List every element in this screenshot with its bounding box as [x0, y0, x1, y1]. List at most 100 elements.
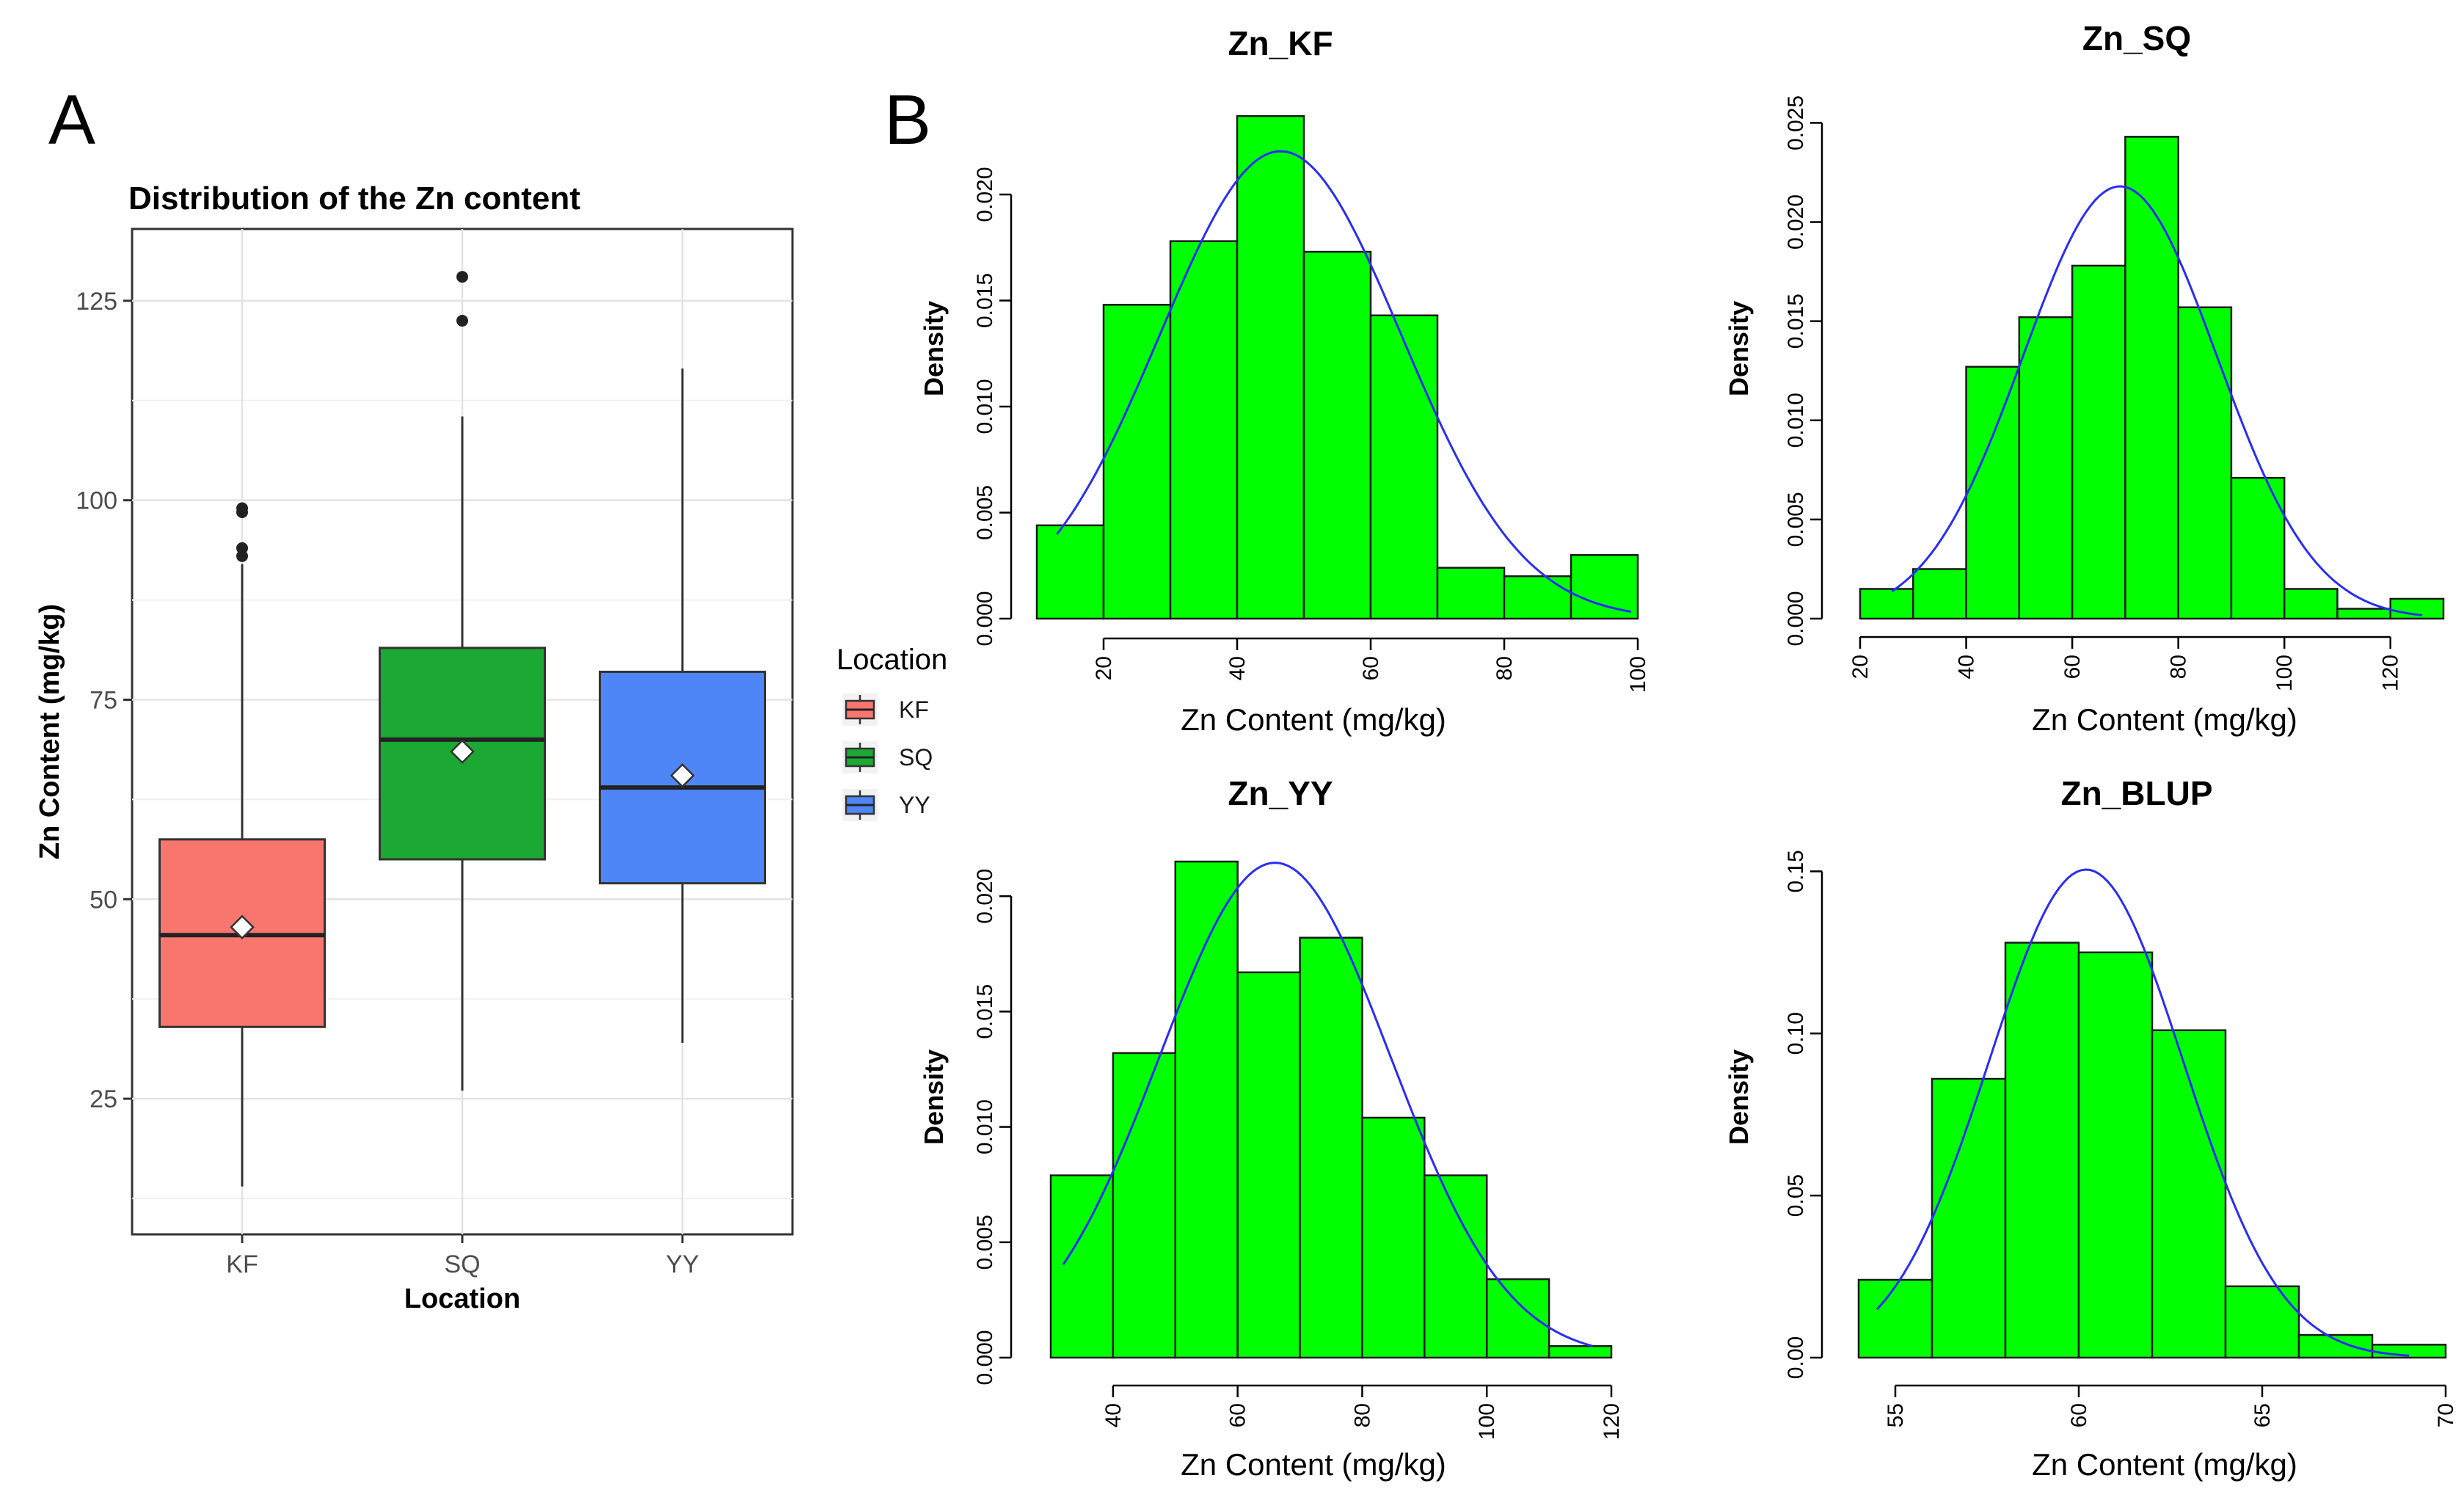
hist-y-axis-label-sq: Density [1724, 301, 1754, 396]
y-tick-label: 0.015 [973, 273, 997, 328]
histogram-zn-kf: Zn_KF Zn Content (mg/kg) Density 0.000 0.… [919, 24, 1650, 737]
x-tick-label: 60 [2060, 655, 2085, 679]
hist-x-axis-label-yy: Zn Content (mg/kg) [1181, 1447, 1446, 1482]
y-tick-label: 0.010 [973, 379, 997, 434]
x-tick-label: 60 [2067, 1403, 2091, 1427]
histogram-bar [2004, 942, 2080, 1359]
y-tick-label: 0.005 [1784, 492, 1808, 547]
y-tick-label: 0.015 [1784, 294, 1808, 349]
legend-label-kf: KF [899, 696, 929, 723]
histogram-bar [1859, 588, 1914, 620]
histogram-bar [2077, 951, 2154, 1359]
histogram-zn-sq: Zn_SQ Zn Content (mg/kg) Density 0.000 0.… [1724, 19, 2445, 737]
y-tick-label: 0.010 [973, 1099, 997, 1154]
histogram-bar [1570, 554, 1639, 620]
histogram-bar [1436, 567, 1506, 620]
x-tick-label: 20 [1092, 656, 1116, 680]
x-tick-label: 100 [1475, 1403, 1499, 1440]
mean-marker [670, 763, 695, 788]
y-tick-label: 0.015 [973, 984, 997, 1039]
normal-density-curve [1056, 150, 1632, 613]
histogram-bar [1236, 971, 1301, 1359]
x-tick-label: 100 [1626, 656, 1650, 693]
histogram-bar [1965, 365, 2021, 620]
boxplot-y-axis-label: Zn Content (mg/kg) [34, 604, 65, 859]
y-tick-label: 0.15 [1784, 850, 1808, 892]
x-tick-label: 100 [2272, 655, 2297, 691]
y-tick-label: 0.020 [1784, 194, 1808, 250]
legend-items: KF SQ YY [842, 693, 933, 821]
y-tick-label: 25 [90, 1085, 117, 1113]
histogram-bar [1548, 1345, 1613, 1359]
y-tick-label: 0.000 [1784, 591, 1808, 646]
legend-title: Location [836, 644, 947, 676]
x-tick-label: SQ [444, 1250, 480, 1278]
normal-density-curve [1876, 868, 2410, 1357]
histogram-bar [2071, 264, 2126, 620]
histogram-bar [1174, 860, 1239, 1359]
boxplot-boxes [158, 271, 766, 1187]
outlier-point [456, 315, 468, 327]
hist-y-axis-label-blup: Density [1724, 1049, 1754, 1145]
x-tick-label: 40 [1955, 655, 1979, 679]
histogram-bar [2177, 306, 2233, 620]
histogram-bar [2151, 1029, 2227, 1359]
panel-label-a: A [48, 81, 95, 159]
x-tick-label: YY [666, 1250, 699, 1278]
outlier-point [236, 542, 248, 554]
hist-title-yy: Zn_YY [1228, 774, 1333, 812]
y-tick-label: 0.000 [973, 591, 997, 646]
legend-label-sq: SQ [899, 744, 933, 771]
y-tick-label: 50 [90, 886, 117, 914]
x-tick-label: 120 [2379, 655, 2403, 691]
hist-title-sq: Zn_SQ [2082, 19, 2191, 57]
y-tick-label: 0.025 [1784, 95, 1808, 150]
hist-x-axis-label-blup: Zn Content (mg/kg) [2032, 1447, 2297, 1482]
x-tick-label: 80 [1492, 656, 1517, 680]
y-tick-label: 125 [76, 288, 117, 316]
y-tick-label: 0.05 [1784, 1174, 1808, 1217]
x-tick-label: 120 [1600, 1403, 1624, 1440]
histogram-bar [1236, 114, 1305, 620]
y-tick-label: 0.010 [1784, 393, 1808, 448]
histogram-bar [1485, 1278, 1550, 1359]
outlier-point [456, 271, 468, 283]
y-tick-label: 75 [90, 687, 117, 715]
x-tick-label: 70 [2434, 1403, 2458, 1427]
y-tick-label: 0.005 [973, 1215, 997, 1270]
histogram-bar [2124, 136, 2179, 620]
histogram-bar [2336, 608, 2391, 620]
mean-marker [450, 739, 475, 764]
histogram-zn-blup: Zn_BLUP Zn Content (mg/kg) Density 0.00 0… [1724, 774, 2458, 1482]
boxplot-x-axis-label: Location [404, 1284, 520, 1314]
histogram-bar [1302, 250, 1372, 620]
hist-title-blup: Zn_BLUP [2061, 774, 2213, 812]
histogram-zn-yy: Zn_YY Zn Content (mg/kg) Density 0.000 0.… [919, 774, 1624, 1482]
panel-label-b: B [884, 81, 931, 159]
boxplot-x-ticks: KF SQ YY [226, 1234, 699, 1278]
histogram-bar [1049, 1174, 1115, 1359]
y-tick-label: 0.020 [973, 869, 997, 924]
legend: Location KF SQ YY [836, 644, 947, 821]
x-tick-label: 55 [1884, 1403, 1908, 1427]
boxplot-y-ticks: 25 50 75 100 125 [76, 288, 132, 1113]
histogram-bar [1369, 314, 1439, 620]
hist-x-axis-label-kf: Zn Content (mg/kg) [1181, 702, 1446, 737]
boxplot-title: Distribution of the Zn content [128, 181, 580, 216]
x-tick-label: KF [226, 1250, 258, 1278]
histogram-bar [2018, 316, 2074, 620]
histogram-bar [2283, 588, 2339, 620]
y-tick-label: 0.000 [973, 1330, 997, 1385]
histogram-bar [1361, 1116, 1426, 1359]
x-tick-label: 60 [1359, 656, 1383, 680]
histogram-bar [2371, 1344, 2447, 1359]
y-tick-label: 0.00 [1784, 1336, 1808, 1379]
y-tick-label: 100 [76, 487, 117, 515]
x-tick-label: 40 [1225, 656, 1250, 680]
hist-y-axis-label-kf: Density [919, 301, 949, 396]
histogram-bar [1503, 575, 1572, 620]
x-tick-label: 65 [2250, 1403, 2275, 1427]
histogram-bar [2224, 1285, 2300, 1359]
x-tick-label: 40 [1101, 1403, 1126, 1427]
